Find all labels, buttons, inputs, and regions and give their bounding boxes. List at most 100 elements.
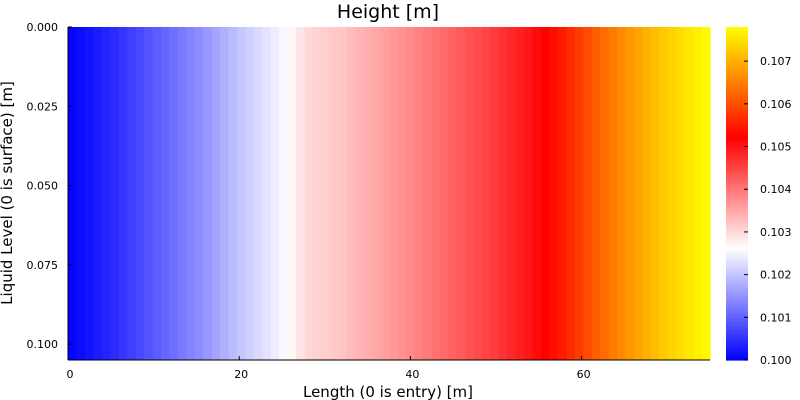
colorbar-strip [726, 71, 748, 75]
heatmap-cell [177, 27, 187, 360]
heatmap-cell [118, 27, 128, 360]
colorbar-strip [726, 276, 748, 281]
colorbar-strip [726, 121, 748, 125]
y-axis-label: Liquid Level (0 is surface) [m] [0, 81, 16, 305]
heatmap-cell [667, 27, 677, 360]
colorbar-strip [726, 88, 748, 92]
colorbar-strip [726, 207, 748, 211]
colorbar-strip [726, 351, 748, 356]
colorbar-strip [726, 224, 748, 228]
heatmap-cell [684, 27, 694, 360]
chart-title: Height [m] [337, 1, 439, 23]
heatmap-cell [287, 27, 297, 360]
heatmap-cell [169, 27, 179, 360]
colorbar-strip [726, 132, 748, 136]
colorbar-strip [726, 146, 748, 150]
heatmap-cell [515, 27, 525, 360]
heatmap-cell [600, 27, 610, 360]
axes [67, 27, 710, 361]
colorbar-strip [726, 68, 748, 73]
colorbar-strip [726, 340, 748, 344]
colorbar-strip [726, 154, 748, 159]
heatmap-cell [448, 27, 458, 360]
colorbar-strip [726, 32, 748, 36]
colorbar-strip [726, 298, 748, 303]
colorbar-strip [726, 212, 748, 217]
colorbar-strip [726, 76, 748, 81]
x-tick-label: 40 [405, 368, 419, 381]
colorbar-strip [726, 49, 748, 53]
heatmap-cell [346, 27, 356, 360]
colorbar-strip [726, 96, 748, 100]
colorbar-strip [726, 27, 748, 31]
colorbar-strip [726, 149, 748, 153]
heatmap-cell [160, 27, 170, 360]
colorbar-strip [726, 301, 748, 306]
y-ticks: 0.000 0.025 0.050 0.075 0.100 [27, 21, 72, 351]
colorbar-strip [726, 318, 748, 322]
colorbar-strip [726, 135, 748, 139]
heatmap-cell [642, 27, 652, 360]
heatmap-cell [279, 27, 289, 360]
colorbar-strip [726, 171, 748, 175]
colorbar-strip [726, 99, 748, 103]
colorbar-strip [726, 43, 748, 48]
colorbar [726, 27, 748, 361]
heatmap-cell [473, 27, 483, 360]
colorbar-tick-label: 0.105 [760, 141, 792, 154]
colorbar-strip [726, 93, 748, 97]
y-tick-label: 0.100 [27, 338, 59, 351]
colorbar-strip [726, 162, 748, 167]
colorbar-strip [726, 185, 748, 189]
heatmap-cell [676, 27, 686, 360]
colorbar-strip [726, 221, 748, 225]
colorbar-strip [726, 337, 748, 342]
colorbar-strip [726, 165, 748, 170]
x-tick-label: 20 [234, 368, 248, 381]
colorbar-strip [726, 40, 748, 45]
heatmap-cell [312, 27, 323, 360]
colorbar-strip [726, 268, 748, 272]
heatmap-cell [490, 27, 500, 360]
heatmap-cell [583, 27, 593, 360]
heatmap-cell [507, 27, 517, 360]
colorbar-strip [726, 29, 748, 34]
colorbar-strip [726, 357, 748, 361]
colorbar-strip [726, 54, 748, 59]
heatmap-cell [144, 27, 154, 360]
heatmap-cell [591, 27, 601, 360]
colorbar-strip [726, 354, 748, 358]
heatmap-cell [625, 27, 635, 360]
colorbar-strip [726, 346, 748, 350]
colorbar-strip [726, 254, 748, 258]
colorbar-strip [726, 57, 748, 61]
heatmap-cell [253, 27, 263, 360]
heatmap-cell [93, 27, 103, 360]
colorbar-strip [726, 287, 748, 292]
heatmap-cell [414, 27, 424, 360]
colorbar-strip [726, 315, 748, 319]
colorbar-strip [726, 115, 748, 120]
colorbar-strip [726, 65, 748, 70]
colorbar-tick-label: 0.101 [760, 311, 792, 324]
x-ticks: 0 20 40 60 [67, 356, 591, 381]
colorbar-strip [726, 343, 748, 347]
heatmap-cell [557, 27, 567, 360]
colorbar-strip [726, 35, 748, 39]
heatmap-cell [262, 27, 272, 360]
heatmap-cell [405, 27, 415, 360]
colorbar-strip [726, 310, 748, 314]
heatmap-cell [110, 27, 120, 360]
colorbar-strip [726, 335, 748, 339]
colorbar-strip [726, 304, 748, 308]
heatmap-cell [693, 27, 703, 360]
heatmap-cell [650, 27, 660, 360]
colorbar-strip [726, 257, 748, 261]
colorbar-strip [726, 190, 748, 195]
heatmap-cell [541, 27, 551, 360]
colorbar-strip [726, 323, 748, 328]
colorbar-strip [726, 282, 748, 286]
colorbar-tick-label: 0.107 [760, 55, 792, 68]
colorbar-strip [726, 46, 748, 50]
colorbar-strip [726, 332, 748, 336]
